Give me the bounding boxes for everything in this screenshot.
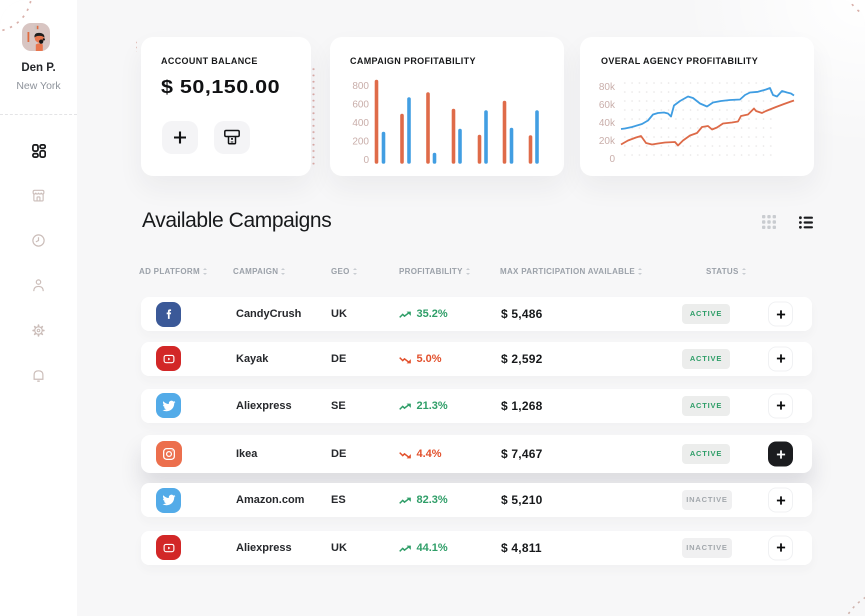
svg-text:60k: 60k xyxy=(599,100,616,111)
svg-text:400: 400 xyxy=(352,118,369,129)
svg-text:80k: 80k xyxy=(599,82,616,93)
svg-text:40k: 40k xyxy=(599,118,616,129)
svg-text:200: 200 xyxy=(352,137,369,148)
svg-text:0: 0 xyxy=(609,154,615,165)
svg-text:800: 800 xyxy=(352,81,369,92)
svg-text:600: 600 xyxy=(352,100,369,111)
svg-text:0: 0 xyxy=(363,155,369,166)
svg-text:20k: 20k xyxy=(599,136,616,147)
